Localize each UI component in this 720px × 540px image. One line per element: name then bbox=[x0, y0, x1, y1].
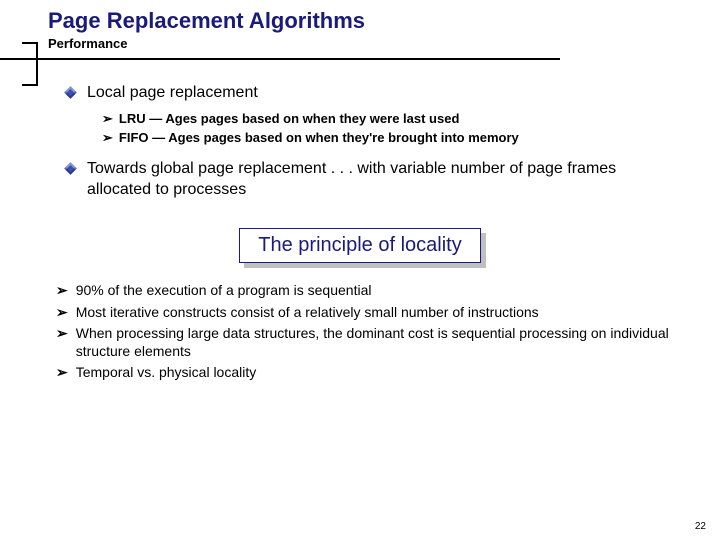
sub-bullet-text: FIFO — Ages pages based on when they're … bbox=[119, 129, 519, 147]
callout-shadow: The principle of locality bbox=[239, 228, 480, 263]
lower-bullet-item: ➢ Temporal vs. physical locality bbox=[56, 363, 672, 381]
arrow-icon: ➢ bbox=[102, 111, 113, 127]
lower-bullet-text: Temporal vs. physical locality bbox=[76, 363, 257, 381]
arrow-icon: ➢ bbox=[56, 364, 68, 381]
diamond-icon bbox=[64, 162, 77, 175]
arrow-icon: ➢ bbox=[56, 325, 68, 342]
lower-bullet-text: Most iterative constructs consist of a r… bbox=[76, 303, 539, 321]
sub-bullet-list: ➢ LRU — Ages pages based on when they we… bbox=[66, 110, 672, 147]
lower-bullet-text: 90% of the execution of a program is seq… bbox=[76, 281, 372, 299]
diamond-icon bbox=[64, 86, 77, 99]
lower-bullet-list: ➢ 90% of the execution of a program is s… bbox=[0, 281, 720, 381]
page-subtitle: Performance bbox=[0, 36, 720, 51]
page-number: 22 bbox=[695, 521, 706, 532]
arrow-icon: ➢ bbox=[56, 282, 68, 299]
lower-bullet-item: ➢ When processing large data structures,… bbox=[56, 324, 672, 360]
arrow-icon: ➢ bbox=[102, 130, 113, 146]
lower-bullet-item: ➢ Most iterative constructs consist of a… bbox=[56, 303, 672, 321]
bullet-text: Towards global page replacement . . . wi… bbox=[87, 159, 672, 201]
page-title: Page Replacement Algorithms bbox=[0, 8, 720, 34]
lower-bullet-item: ➢ 90% of the execution of a program is s… bbox=[56, 281, 672, 299]
sub-bullet-item: ➢ FIFO — Ages pages based on when they'r… bbox=[102, 129, 672, 147]
header: Page Replacement Algorithms Performance bbox=[0, 0, 720, 51]
sub-bullet-text: LRU — Ages pages based on when they were… bbox=[119, 110, 460, 128]
bullet-item: Local page replacement bbox=[66, 83, 672, 104]
slide: Page Replacement Algorithms Performance … bbox=[0, 0, 720, 540]
arrow-icon: ➢ bbox=[56, 304, 68, 321]
lower-bullet-text: When processing large data structures, t… bbox=[76, 324, 672, 360]
callout-box: The principle of locality bbox=[239, 228, 480, 263]
header-rule bbox=[0, 58, 560, 60]
bullet-text: Local page replacement bbox=[87, 83, 258, 104]
content-region: Local page replacement ➢ LRU — Ages page… bbox=[0, 55, 720, 200]
bullet-item: Towards global page replacement . . . wi… bbox=[66, 159, 672, 201]
sub-bullet-item: ➢ LRU — Ages pages based on when they we… bbox=[102, 110, 672, 128]
callout-container: The principle of locality bbox=[0, 228, 720, 263]
header-tick-decoration bbox=[22, 42, 38, 86]
